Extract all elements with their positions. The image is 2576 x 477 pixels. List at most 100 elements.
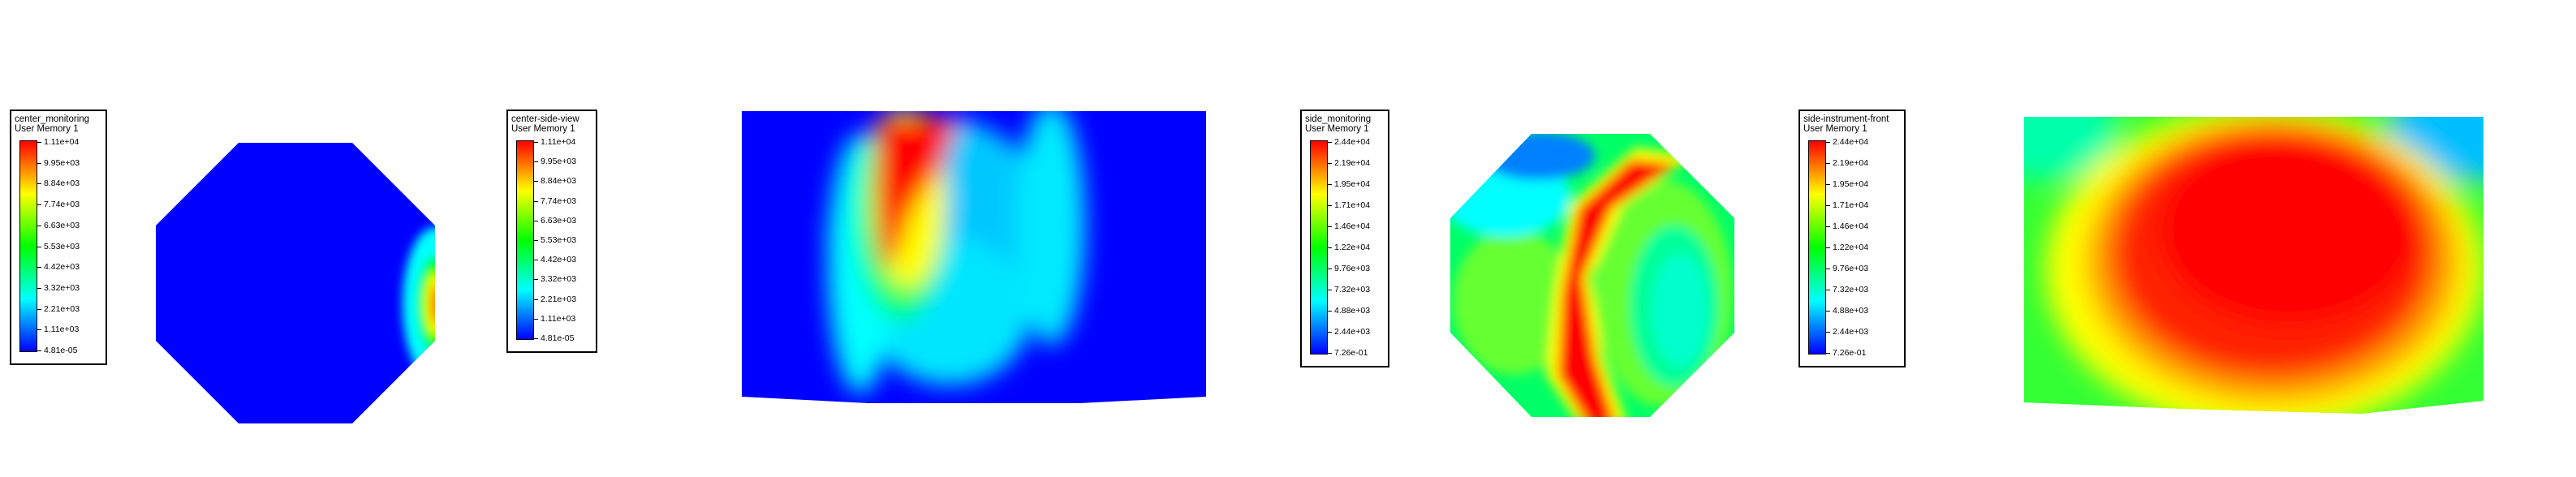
colorbar-tick	[37, 267, 41, 269]
red-core	[2159, 131, 2419, 326]
colorbar-tick	[534, 240, 538, 241]
contour-field-center-monitoring	[156, 143, 435, 423]
colorbar-tick	[1328, 226, 1332, 227]
colorbar-tick-label: 7.74e+03	[44, 200, 80, 210]
red-ridge	[1558, 160, 1676, 417]
red-core	[877, 118, 958, 264]
colorbar-tick-label: 5.53e+03	[541, 235, 577, 245]
colorbar-tick-label: 1.11e+04	[541, 137, 576, 147]
colorbar-tick-label: 4.81e-05	[541, 333, 575, 343]
colorbar-tick	[534, 200, 538, 202]
plume	[828, 111, 1085, 393]
colorbar-tick-label: 1.22e+04	[1334, 243, 1371, 252]
colorbar-tick	[534, 142, 538, 143]
colorbar-tick	[534, 338, 538, 339]
colorbar-tick-label: 1.46e+04	[1833, 221, 1869, 231]
colorbar-tick-label: 5.53e+03	[44, 241, 80, 251]
colorbar-tick-label: 1.46e+04	[1334, 221, 1371, 231]
colorbar-tick-label: 1.95e+04	[1833, 179, 1869, 189]
field-bands	[2024, 117, 2483, 414]
legend-variable-name: User Memory 1	[1305, 124, 1369, 134]
colorbar-tick	[37, 142, 41, 143]
colorbar-tick	[534, 279, 538, 281]
colorbar-gradient	[19, 140, 37, 352]
colorbar-tick	[1328, 247, 1332, 248]
colorbar-tick-label: 4.88e+03	[1833, 306, 1869, 316]
colorbar-tick-label: 2.19e+04	[1833, 158, 1869, 168]
colorbar-tick-label: 2.44e+04	[1334, 137, 1371, 147]
colorbar-tick-label: 2.21e+03	[541, 294, 577, 304]
colorbar-tick	[1826, 184, 1830, 185]
colorbar-tick-label: 4.88e+03	[1334, 306, 1371, 316]
colorbar-tick-label: 3.32e+03	[44, 282, 80, 293]
legend-variable-name: User Memory 1	[1803, 124, 1867, 134]
colorbar-tick-label: 7.26e-01	[1334, 348, 1368, 358]
colorbar-tick-label: 1.71e+04	[1833, 200, 1869, 210]
colorbar-tick-label: 3.32e+03	[541, 274, 577, 285]
green-left	[1453, 229, 1574, 375]
colorbar-legend-2: side_monitoring User Memory 1 2.44e+04 2.19…	[1300, 110, 1389, 367]
colorbar-tick-label: 9.76e+03	[1334, 264, 1371, 273]
colorbar-tick	[534, 161, 538, 163]
contour-field-side-instrument-front	[2024, 117, 2483, 414]
legend-view-name: side-instrument-front	[1803, 114, 1889, 124]
colorbar-legend-3: side-instrument-front User Memory 1 2.44e+…	[1798, 110, 1906, 367]
colorbar-tick	[1826, 353, 1830, 354]
colorbar-tick-label: 7.74e+03	[541, 196, 577, 206]
colorbar-tick-label: 1.11e+04	[44, 137, 80, 147]
legend-view-name: side_monitoring	[1305, 114, 1372, 124]
colorbar-tick	[1328, 163, 1332, 164]
colorbar-tick-label: 4.42e+03	[541, 255, 577, 265]
colorbar-tick-label: 2.44e+04	[1833, 137, 1869, 147]
colorbar-gradient	[1808, 140, 1826, 355]
colorbar-legend-0: center_monitoring User Memory 1 1.11e+04 9.…	[10, 110, 107, 365]
colorbar-tick-label: 7.32e+03	[1334, 285, 1371, 294]
contour-field-center-side-view	[742, 111, 1206, 403]
colorbar-tick	[534, 181, 538, 183]
blue-top	[1481, 134, 1595, 180]
hot-region	[403, 227, 435, 381]
colorbar-tick	[534, 318, 538, 320]
colorbar-tick-label: 1.11e+03	[44, 324, 80, 335]
colorbar-tick-label: 9.95e+03	[44, 157, 80, 168]
colorbar-tick-label: 2.44e+03	[1833, 327, 1869, 337]
legend-variable-name: User Memory 1	[511, 124, 575, 134]
colorbar-tick-label: 1.71e+04	[1334, 200, 1371, 210]
colorbar-tick	[37, 350, 41, 351]
red-core	[432, 284, 435, 324]
colorbar-tick-label: 8.84e+03	[541, 176, 577, 187]
colorbar-tick	[1826, 163, 1830, 164]
colorbar-tick	[1328, 353, 1332, 354]
colorbar-tick	[1826, 142, 1830, 143]
colorbar-tick-label: 1.22e+04	[1833, 243, 1869, 252]
cyan-right-inner	[1652, 253, 1708, 367]
colorbar-tick	[37, 183, 41, 185]
colorbar-tick	[37, 329, 41, 331]
colorbar-tick-label: 1.11e+03	[541, 313, 576, 324]
octagon-domain	[156, 143, 435, 423]
colorbar-tick	[1826, 311, 1830, 312]
colorbar-tick	[1328, 311, 1332, 312]
colorbar-tick-label: 6.63e+03	[44, 220, 80, 230]
colorbar-tick	[37, 308, 41, 310]
colorbar-tick-label: 2.21e+03	[44, 303, 80, 314]
colorbar-tick-label: 6.63e+03	[541, 215, 577, 226]
colorbar-tick	[1826, 247, 1830, 248]
colorbar-tick-label: 2.44e+03	[1334, 327, 1371, 337]
colorbar-tick	[37, 162, 41, 164]
colorbar-legend-1: center-side-view User Memory 1 1.11e+04 9.9…	[506, 110, 597, 353]
colorbar-tick-label: 1.95e+04	[1334, 179, 1371, 189]
colorbar-tick	[1328, 142, 1332, 143]
cyan-band	[403, 227, 435, 381]
colorbar-tick-label: 4.81e-05	[44, 346, 78, 355]
colorbar-tick-label: 8.84e+03	[44, 178, 80, 189]
colorbar-tick	[1328, 184, 1332, 185]
cyan-right-column	[1017, 111, 1085, 345]
colorbar-gradient	[516, 140, 534, 340]
cyan-corner	[2024, 117, 2118, 180]
colorbar-tick-label: 9.95e+03	[541, 157, 577, 167]
colorbar-tick	[534, 299, 538, 300]
colorbar-tick-label: 7.32e+03	[1833, 285, 1869, 294]
colorbar-tick	[1328, 332, 1332, 333]
colorbar-tick	[1826, 226, 1830, 227]
